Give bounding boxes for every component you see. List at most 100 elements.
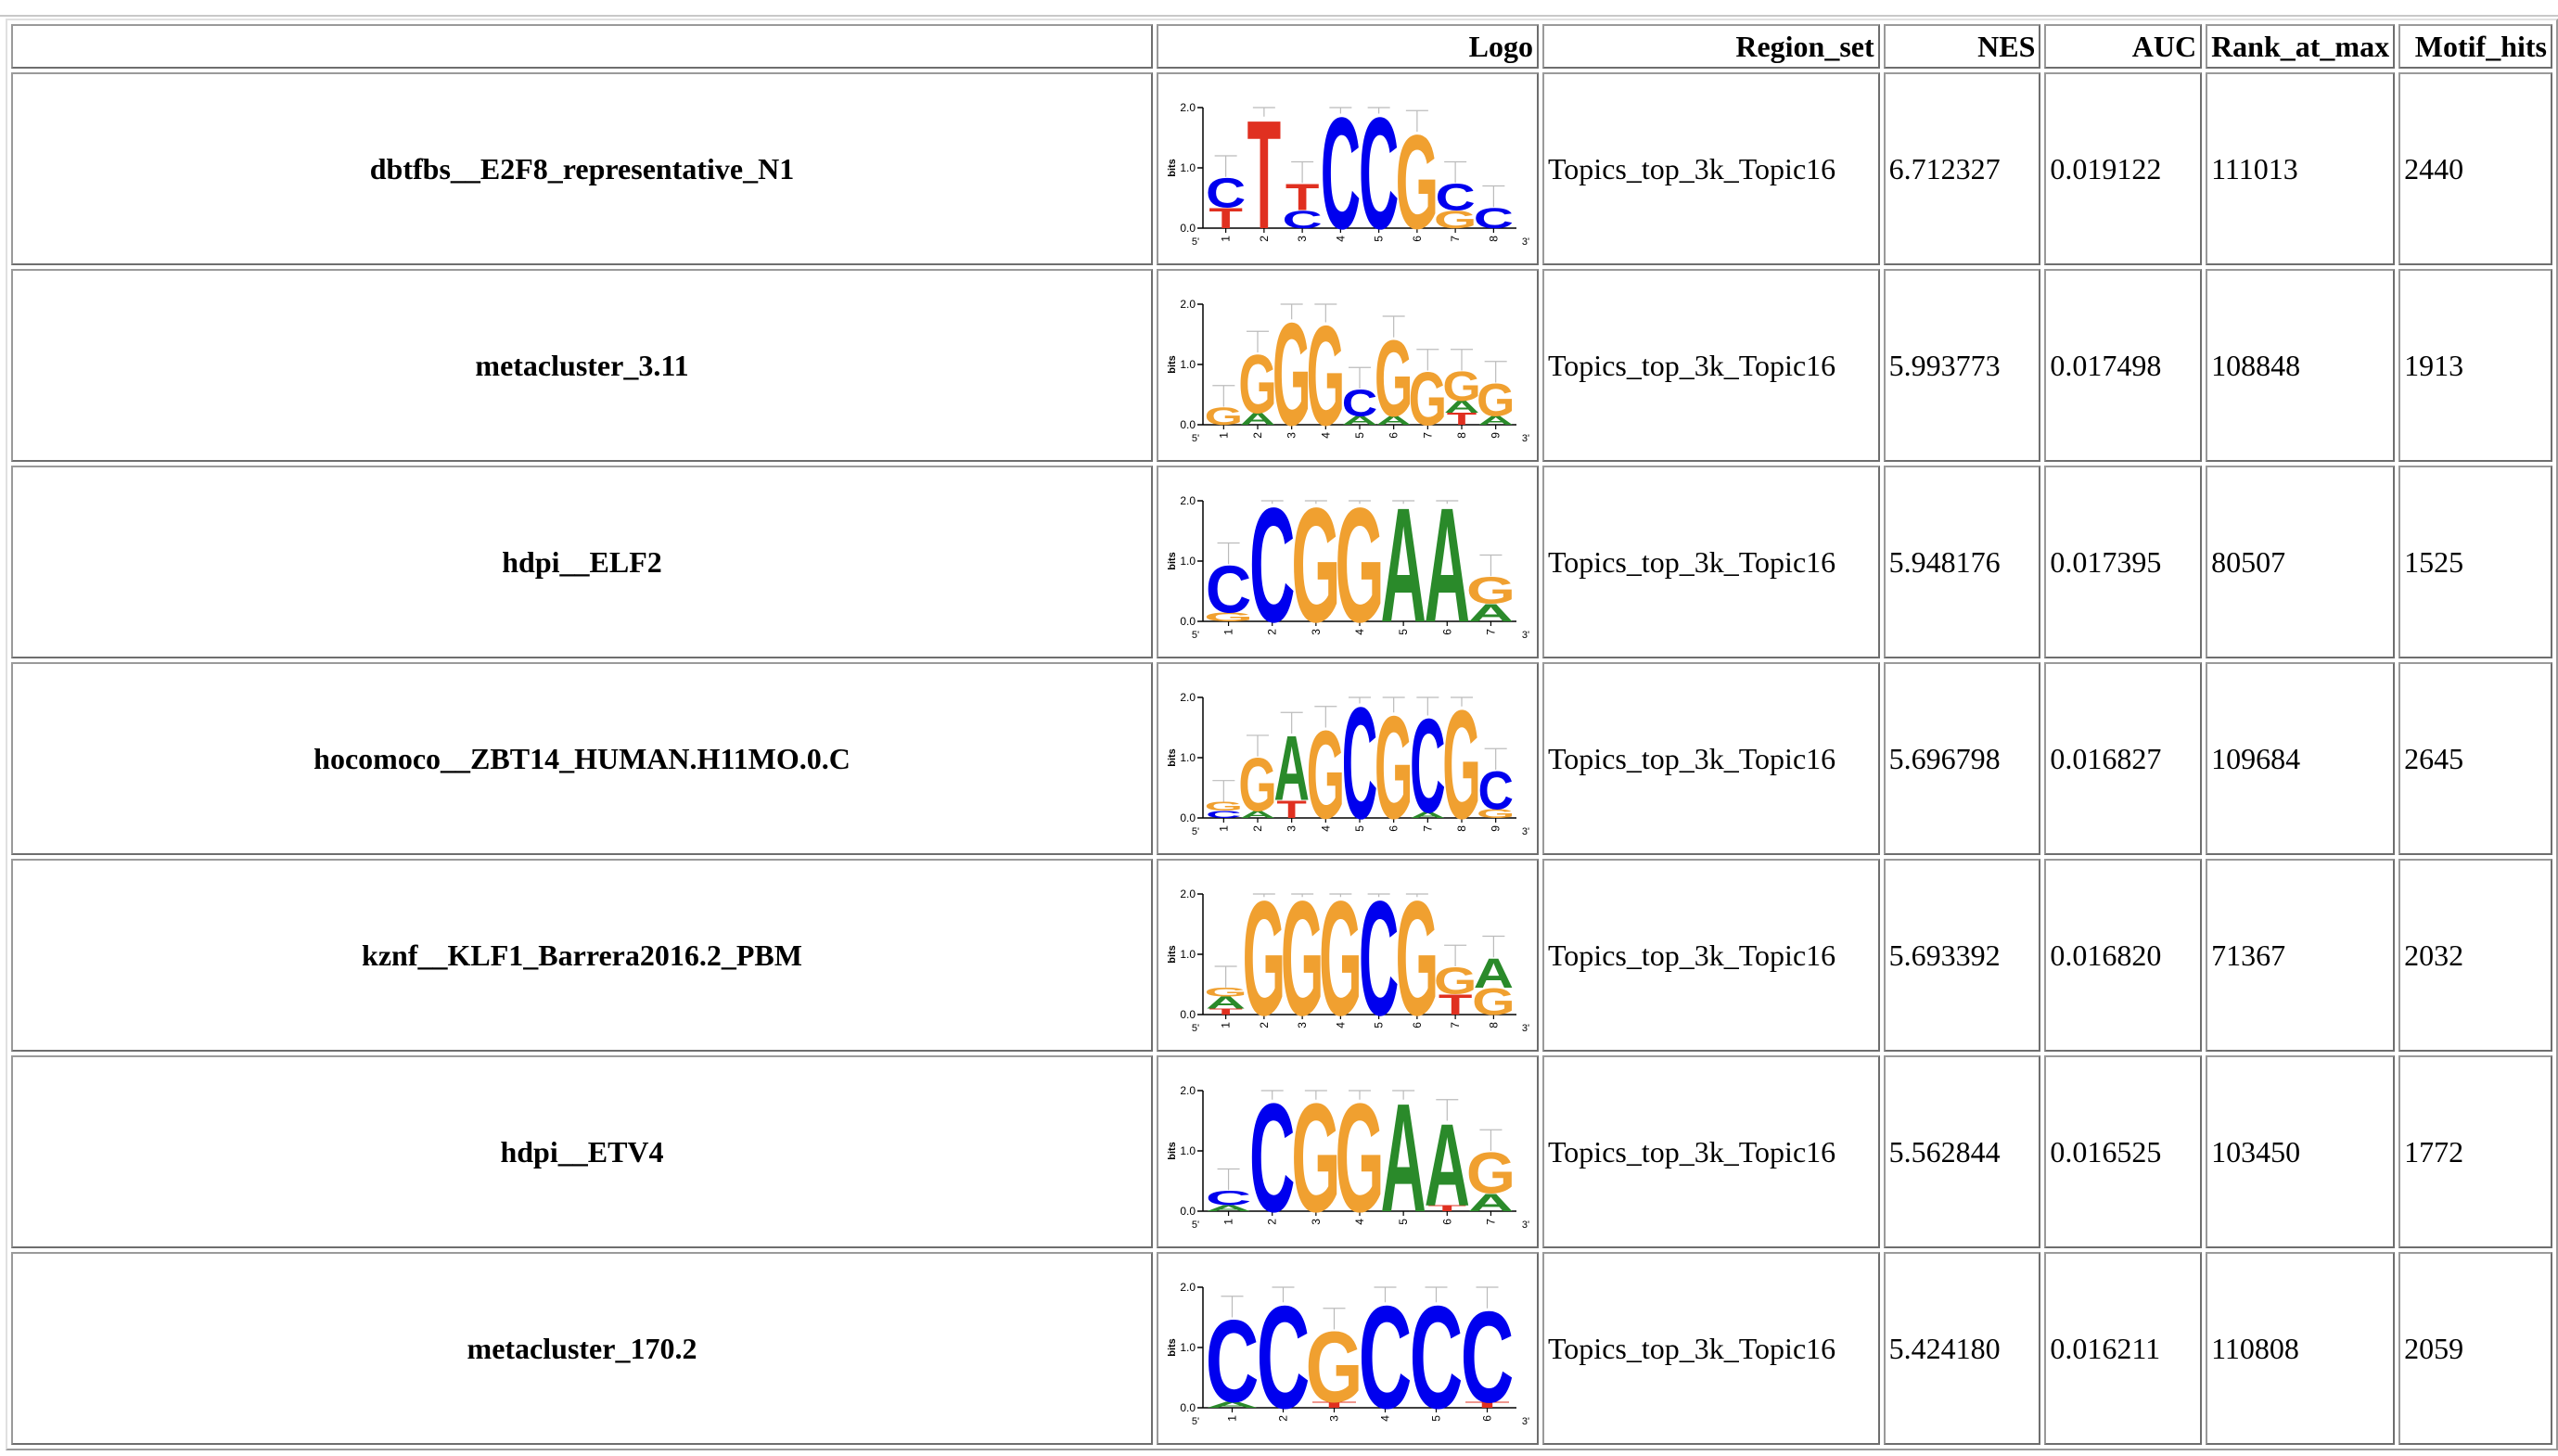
motif-name: hdpi__ELF2: [11, 466, 1153, 658]
logo-y-title: bits: [1167, 945, 1178, 964]
logo-position-label: 3: [1310, 629, 1323, 635]
logo-letter-g: G: [1281, 867, 1324, 1050]
logo-y-tick-label: 2.0: [1180, 1084, 1196, 1097]
logo-letter-a: A: [1240, 410, 1275, 428]
logo-letter-c: C: [1206, 170, 1246, 216]
logo-letter-g: G: [1396, 867, 1439, 1050]
logo-letter-a: A: [1474, 951, 1514, 997]
logo-letter-c: C: [1206, 809, 1241, 820]
logo-position-label: 3: [1285, 825, 1298, 832]
auc-value: 0.016827: [2044, 662, 2203, 855]
logo-letter-a: A: [1380, 1071, 1426, 1245]
logo-position-label: 9: [1490, 825, 1503, 832]
rank-at-max-value: 71367: [2206, 859, 2396, 1052]
logo-letter-a: A: [1206, 994, 1246, 1013]
auc-value: 0.019122: [2044, 72, 2203, 265]
logo-position-label: 2: [1258, 236, 1271, 242]
logo-letter-g: G: [1305, 1312, 1362, 1424]
logo-five-prime-label: 5': [1192, 1220, 1199, 1231]
logo-letter-a: A: [1468, 599, 1514, 627]
table-row: metacluster_170.2 2.0 1.0 0.0 bits 1 A C 2 C 3 T G 4 C…: [11, 1252, 2552, 1445]
logo-position-label: 5: [1397, 1219, 1410, 1225]
table-row: hocomoco__ZBT14_HUMAN.H11MO.0.C 2.0 1.0 0.0…: [11, 662, 2552, 855]
logo-position-label: 6: [1440, 629, 1453, 635]
motif-name: metacluster_170.2: [11, 1252, 1153, 1445]
logo-letter-t: T: [1439, 989, 1473, 1021]
region-set: Topics_top_3k_Topic16: [1541, 1055, 1880, 1248]
logo-three-prime-label: 3': [1522, 1023, 1529, 1034]
rank-at-max-value: 110808: [2206, 1252, 2396, 1445]
logo-y-tick-label: 0.0: [1180, 1008, 1196, 1021]
motif-name: dbtfbs__E2F8_representative_N1: [11, 72, 1153, 265]
motif-hits-value: 1525: [2398, 466, 2552, 658]
logo-position-label: 2: [1251, 432, 1264, 439]
logo-letter-a: A: [1206, 1400, 1260, 1410]
logo-y-tick-label: 2.0: [1180, 101, 1196, 114]
table-row: metacluster_3.11 2.0 1.0 0.0 bits 1 G 2 A G 3 G 4 G 5 A…: [11, 269, 2552, 462]
logo-y-tick-label: 0.0: [1180, 1205, 1196, 1218]
auc-value: 0.016820: [2044, 859, 2203, 1052]
logo-letter-c: C: [1410, 691, 1445, 841]
logo-three-prime-label: 3': [1522, 1416, 1529, 1427]
motif-logo: 2.0 1.0 0.0 bits 1 T A G 2 G 3 G 4 G 5 C 6 G 7 T G 8 G A 5' 3': [1156, 859, 1539, 1052]
logo-position-label: 3: [1296, 1022, 1309, 1028]
logo-letter-a: A: [1240, 809, 1275, 820]
logo-three-prime-label: 3': [1522, 433, 1529, 444]
logo-letter-g: G: [1396, 109, 1439, 258]
logo-letter-a: A: [1380, 475, 1426, 657]
logo-letter-g: G: [1335, 1071, 1384, 1245]
motif-hits-value: 1772: [2398, 1055, 2552, 1248]
logo-letter-a: A: [1375, 414, 1411, 428]
logo-y-tick-label: 2.0: [1180, 494, 1196, 507]
nes-value: 5.562844: [1883, 1055, 2041, 1248]
logo-y-tick-label: 0.0: [1180, 418, 1196, 431]
logo-letter-c: C: [1249, 475, 1295, 657]
top-divider: [0, 15, 2558, 17]
rank-at-max-value: 109684: [2206, 662, 2396, 855]
logo-letter-c: C: [1474, 202, 1514, 235]
table-row: dbtfbs__E2F8_representative_N1 2.0 1.0 0.0 b…: [11, 72, 2552, 265]
auc-value: 0.016525: [2044, 1055, 2203, 1248]
logo-position-label: 8: [1455, 825, 1468, 832]
logo-letter-c: C: [1410, 1275, 1464, 1439]
logo-letter-t: T: [1311, 1400, 1357, 1410]
logo-position-label: 3: [1310, 1219, 1323, 1225]
logo-letter-a: A: [1477, 414, 1513, 428]
header-name: [11, 24, 1153, 69]
nes-value: 5.424180: [1883, 1252, 2041, 1445]
logo-position-label: 4: [1334, 1022, 1347, 1028]
logo-position-label: 6: [1411, 236, 1424, 242]
logo-position-label: 1: [1222, 629, 1235, 635]
logo-letter-a: A: [1425, 475, 1470, 657]
logo-letter-c: C: [1359, 867, 1399, 1050]
logo-position-label: 6: [1440, 1219, 1453, 1225]
logo-five-prime-label: 5': [1192, 236, 1199, 248]
motif-name: metacluster_3.11: [11, 269, 1153, 462]
logo-position-label: 4: [1319, 432, 1332, 439]
logo-letter-c: C: [1342, 382, 1377, 425]
logo-position-label: 3: [1285, 432, 1298, 439]
logo-letter-g: G: [1238, 337, 1276, 430]
motif-name: kznf__KLF1_Barrera2016.2_PBM: [11, 859, 1153, 1052]
logo-letter-c: C: [1206, 1186, 1251, 1209]
logo-position-label: 4: [1334, 236, 1347, 242]
logo-letter-g: G: [1472, 980, 1516, 1022]
motif-hits-value: 2032: [2398, 859, 2552, 1052]
logo-y-tick-label: 2.0: [1180, 298, 1196, 311]
nes-value: 5.696798: [1883, 662, 2041, 855]
logo-letter-g: G: [1319, 867, 1362, 1050]
logo-position-label: 3: [1296, 236, 1309, 242]
logo-letter-g: G: [1205, 799, 1243, 813]
logo-letter-a: A: [1444, 398, 1479, 416]
logo-position-label: 9: [1490, 432, 1503, 439]
motif-name: hdpi__ETV4: [11, 1055, 1153, 1248]
logo-position-label: 2: [1258, 1022, 1271, 1028]
logo-letter-t: T: [1427, 1204, 1466, 1213]
logo-position-label: 1: [1217, 432, 1230, 439]
header-logo: Logo: [1156, 24, 1539, 69]
logo-letter-c: C: [1249, 1071, 1295, 1245]
